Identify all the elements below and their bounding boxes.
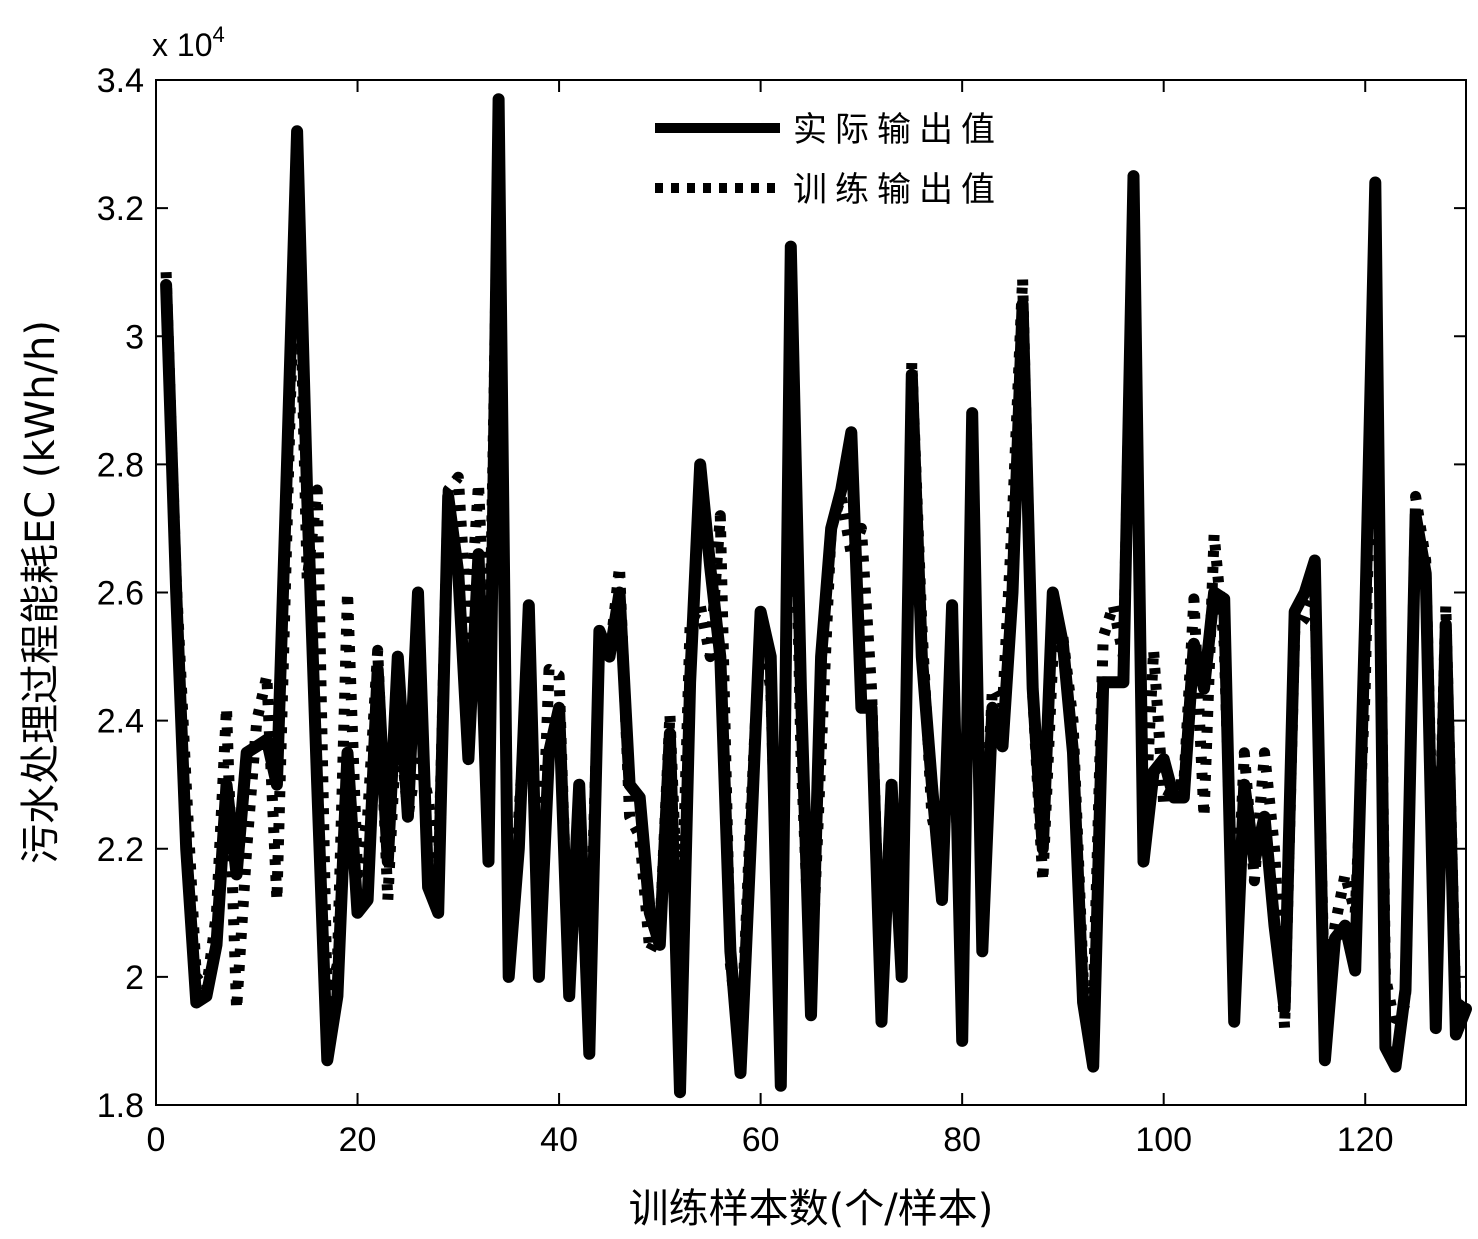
- x-tick-label: 100: [1135, 1121, 1192, 1159]
- x-tick-label: 0: [147, 1121, 166, 1159]
- series-layer: [160, 93, 1472, 1099]
- x-tick-label: 60: [742, 1121, 780, 1159]
- y-tick-label: 2.2: [97, 831, 144, 869]
- y-tick-label: 3.2: [97, 190, 144, 228]
- x-tick-label: 120: [1337, 1121, 1394, 1159]
- y-tick-label: 2.8: [97, 446, 144, 484]
- tick-layer: 1.8 2 2.2 2.4 2.6 2.8 3 3.2 3.4 0 20 40 60 80 100 120: [97, 62, 1466, 1159]
- legend: 实际输出值 训练输出值: [655, 110, 1003, 210]
- y-tick-label: 3.4: [97, 62, 144, 100]
- y-axis-title: 污水处理过程能耗EC (kWh/h): [18, 320, 64, 864]
- legend-label-trained: 训练输出值: [793, 170, 1003, 210]
- y-multiplier: x 104: [152, 22, 225, 63]
- x-tick-label: 80: [943, 1121, 981, 1159]
- series-line-actual: [160, 93, 1472, 1099]
- y-multiplier-exponent: 4: [212, 22, 224, 47]
- x-tick-label: 40: [540, 1121, 578, 1159]
- y-tick-label: 2: [125, 959, 144, 997]
- y-multiplier-base: x 10: [152, 27, 212, 63]
- x-axis-title: 训练样本数(个/样本): [629, 1186, 994, 1232]
- y-tick-label: 2.4: [97, 703, 144, 741]
- legend-label-actual: 实际输出值: [793, 110, 1003, 150]
- y-tick-label: 2.6: [97, 575, 144, 613]
- y-tick-label: 1.8: [97, 1087, 144, 1125]
- x-tick-label: 20: [339, 1121, 377, 1159]
- y-tick-label: 3: [125, 318, 144, 356]
